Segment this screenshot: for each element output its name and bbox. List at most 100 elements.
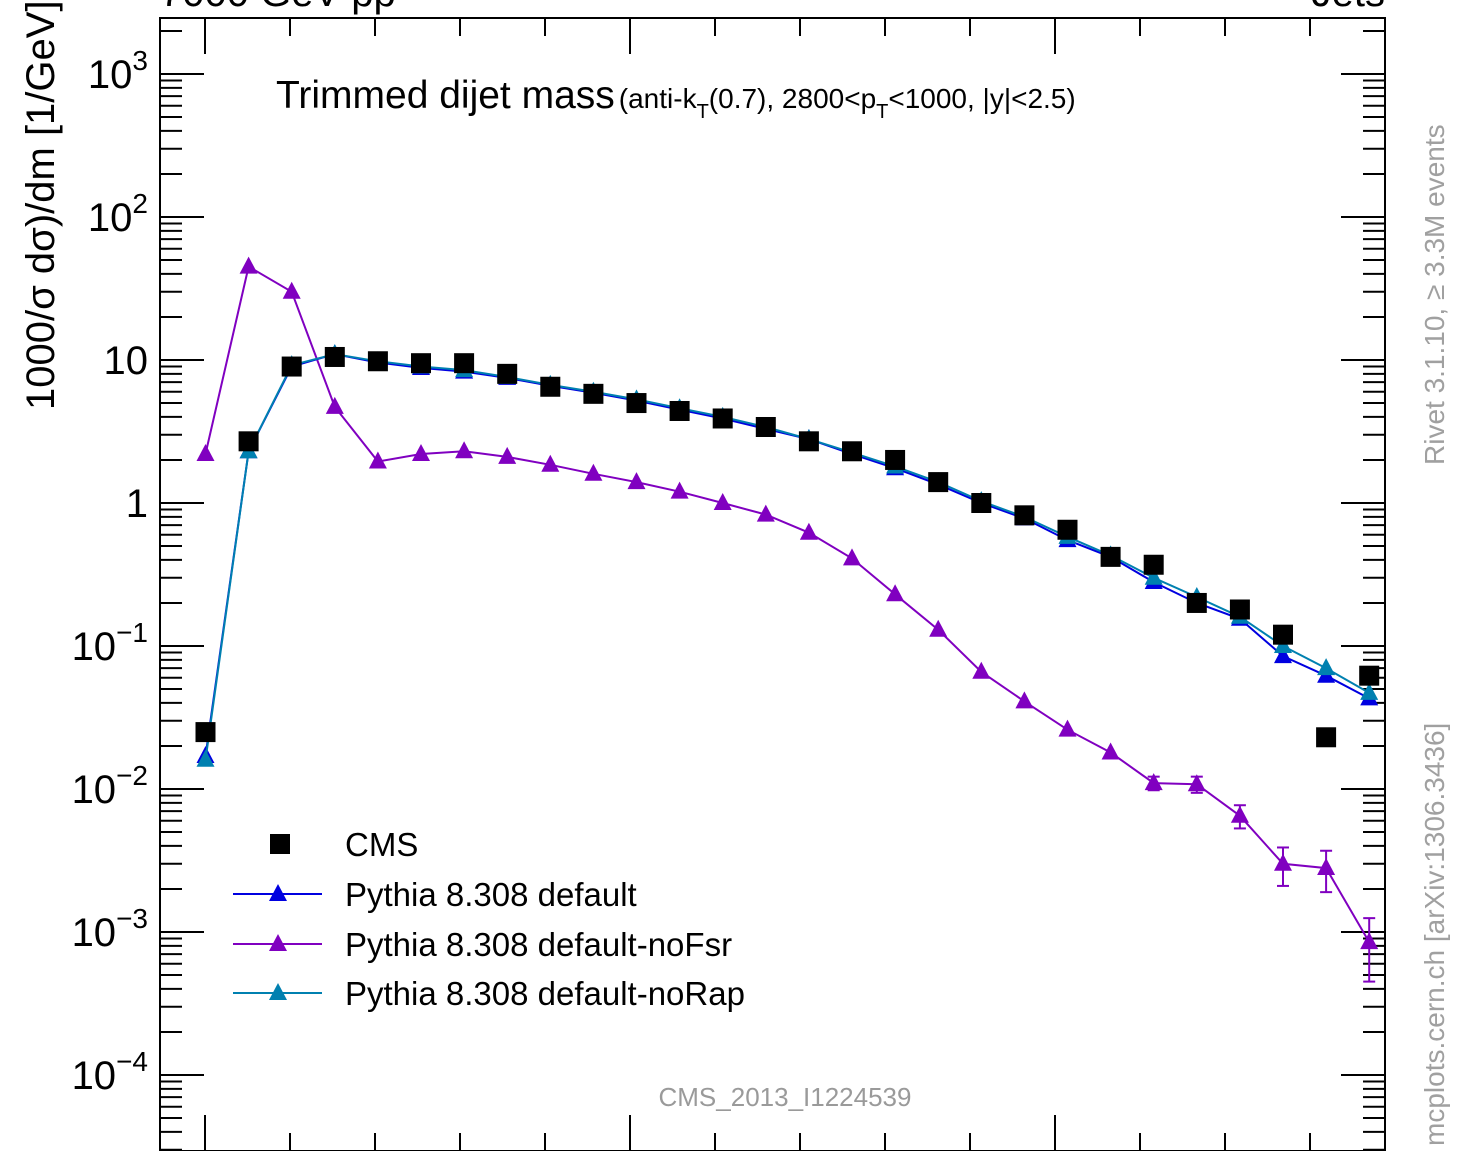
data-point-square (885, 449, 906, 470)
rivet-side-label: Rivet 3.1.10, ≥ 3.3M events (1419, 124, 1450, 465)
data-layer (195, 256, 1380, 983)
header-left-text: 7000 GeV pp (160, 0, 396, 15)
legend-entry: Pythia 8.308 default (233, 876, 637, 913)
y-axis-label: 1000/σ dσ)/dm [1/GeV] (19, 0, 63, 410)
mcplots-side-label: mcplots.cern.ch [arXiv:1306.3436] (1419, 723, 1450, 1146)
data-point-square (1057, 519, 1078, 540)
series-line (204, 353, 1370, 757)
legend-marker-triangle (269, 983, 287, 1000)
data-point-square (1186, 592, 1207, 613)
data-point-square (583, 383, 604, 404)
data-point-triangle (239, 256, 258, 274)
data-point-triangle (1317, 658, 1336, 676)
data-point-triangle (412, 444, 430, 462)
y-tick-label: 102 (88, 188, 148, 240)
data-point-square (1359, 665, 1380, 686)
data-point-triangle (1015, 691, 1034, 709)
title-sub-part-4: <1000, |y|<2.5) (888, 83, 1075, 114)
data-point-square (669, 400, 690, 421)
data-point-square (928, 472, 949, 493)
chart-title-sub: (anti-kT(0.7), 2800<pT<1000, |y|<2.5) (619, 83, 1076, 123)
data-point-triangle (627, 472, 646, 490)
legend-marker-triangle (269, 934, 287, 951)
data-point-triangle (1058, 719, 1077, 737)
legend-marker-square (270, 834, 290, 854)
series-line (204, 265, 1371, 943)
data-point-square (411, 353, 431, 374)
series-CMS (195, 346, 1380, 748)
series-line (204, 353, 1370, 760)
legend-entry: CMS (270, 826, 418, 863)
y-tick-label: 10 (104, 339, 149, 383)
title-sub-part-1: T (697, 101, 709, 123)
header-right-text: Jets (1312, 0, 1385, 15)
chart-title-main: Trimmed dijet mass (276, 74, 615, 117)
y-tick-label: 10−3 (72, 903, 148, 955)
title-sub-part-0: (anti-k (619, 83, 698, 114)
data-point-triangle (799, 522, 818, 540)
legend-label: Pythia 8.308 default-noRap (345, 975, 745, 1012)
data-point-triangle (713, 493, 732, 510)
data-point-triangle (541, 454, 560, 472)
data-point-triangle (325, 396, 344, 414)
data-point-triangle (584, 463, 603, 481)
data-point-square (1316, 727, 1337, 748)
data-point-square (454, 353, 475, 374)
data-point-triangle (1317, 858, 1336, 876)
data-point-square (1143, 554, 1164, 575)
data-point-triangle (929, 619, 948, 637)
data-point-square (626, 393, 647, 414)
legend-entry: Pythia 8.308 default-noRap (233, 975, 745, 1012)
legend: CMS Pythia 8.308 default Pythia 8.308 defa… (233, 826, 745, 1012)
legend-entry: Pythia 8.308 default-noFsr (233, 926, 732, 963)
data-point-square (842, 441, 862, 462)
data-point-triangle (1144, 773, 1163, 791)
y-tick-label: 10−1 (72, 617, 148, 669)
data-point-square (281, 356, 302, 377)
data-point-square (367, 351, 388, 372)
data-point-triangle (1144, 567, 1163, 585)
data-point-triangle (282, 281, 301, 299)
data-point-triangle (886, 584, 905, 602)
data-point-triangle (498, 446, 517, 464)
title-sub-part-3: T (876, 101, 888, 123)
y-tick-label: 10−2 (72, 760, 148, 812)
legend-label: Pythia 8.308 default (345, 876, 637, 913)
data-point-triangle (196, 749, 215, 767)
data-point-square (798, 431, 819, 452)
data-point-square (540, 376, 561, 397)
plot-frame (159, 17, 1386, 1151)
chart-title: Trimmed dijet mass (anti-kT(0.7), 2800<pT… (276, 74, 1076, 123)
data-point-square (971, 493, 992, 513)
data-point-triangle (670, 481, 689, 499)
data-point-square (712, 408, 733, 429)
title-sub-part-2: (0.7), 2800<p (709, 83, 876, 114)
data-point-square (1273, 624, 1293, 645)
legend-label: Pythia 8.308 default-noFsr (345, 926, 732, 963)
data-point-triangle (1274, 646, 1292, 664)
data-point-triangle (756, 504, 775, 522)
data-point-square (1100, 546, 1121, 567)
data-point-triangle (1274, 853, 1292, 871)
data-point-square (1229, 599, 1250, 620)
data-point-triangle (1187, 774, 1206, 792)
data-point-triangle (455, 441, 474, 459)
analysis-watermark: CMS_2013_I1224539 (659, 1082, 912, 1112)
data-point-triangle (1101, 742, 1120, 760)
data-point-triangle (1230, 805, 1249, 823)
data-point-square (755, 416, 776, 437)
series-noFsr (196, 256, 1379, 983)
series-noRap (196, 344, 1379, 767)
data-point-triangle (843, 548, 861, 566)
data-point-square (195, 722, 216, 743)
data-point-triangle (1360, 682, 1379, 700)
y-tick-label: 1 (126, 482, 148, 526)
data-point-square (238, 431, 259, 452)
legend-marker-triangle (269, 884, 287, 901)
series-default (196, 344, 1379, 764)
data-point-triangle (972, 661, 991, 679)
y-tick-label: 10−4 (72, 1046, 148, 1098)
data-point-square (497, 363, 518, 384)
